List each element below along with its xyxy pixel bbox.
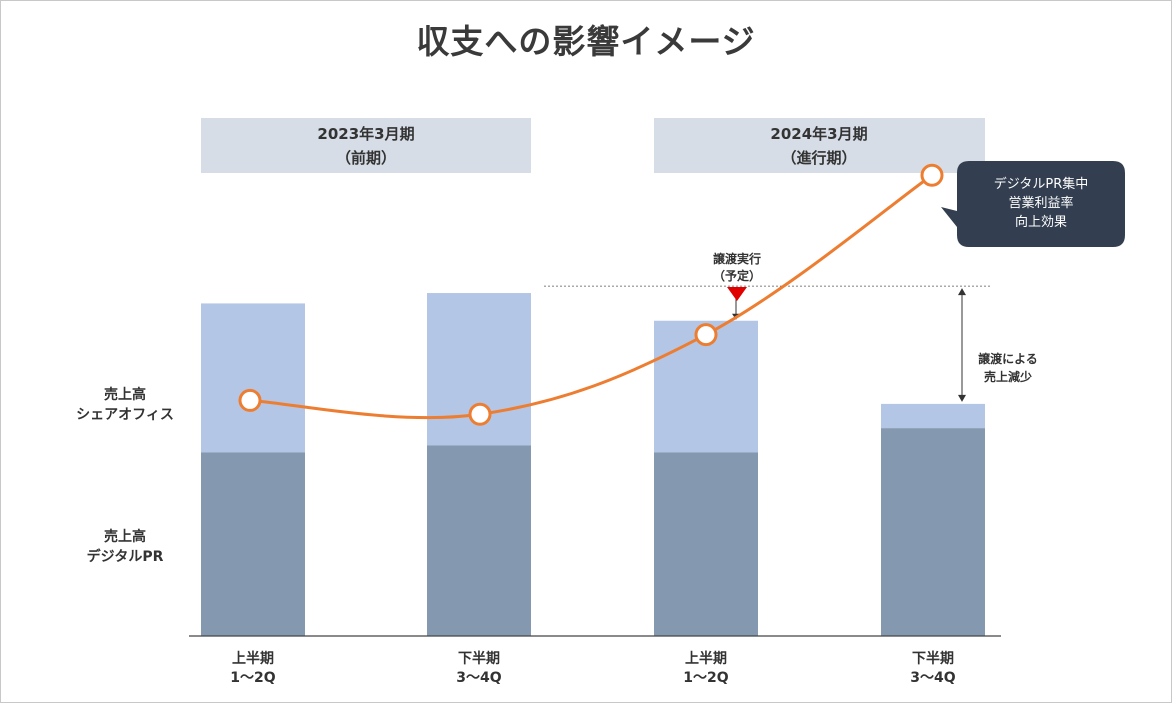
x-tick-label-2-1: 下半期	[458, 650, 500, 667]
label-share-office-1: 売上高	[104, 386, 146, 403]
decrease-label-1: 譲渡による	[978, 351, 1038, 366]
decrease-label-2: 売上減少	[984, 369, 1032, 384]
trend-point-2	[468, 402, 492, 426]
transfer-label-2: （予定）	[713, 268, 761, 283]
trend-point-3	[694, 323, 718, 347]
callout-line-1: デジタルPR集中	[994, 176, 1089, 192]
x-tick-label-1-1: 上半期	[232, 650, 274, 667]
bar-digital-pr-2	[427, 445, 531, 636]
trend-line	[249, 174, 933, 420]
bar-digital-pr-4	[881, 428, 985, 636]
bar-share-office-1	[201, 303, 305, 453]
callout-line-3: 向上効果	[1015, 214, 1067, 230]
callout-line-2: 営業利益率	[1008, 195, 1073, 211]
x-tick-label-2-2: 3〜4Q	[456, 670, 501, 686]
x-tick-label-4-2: 3〜4Q	[910, 670, 955, 686]
bar-digital-pr-3	[654, 452, 758, 636]
trend-markers	[238, 163, 944, 426]
transfer-marker-icon	[727, 287, 747, 301]
trend-point-4	[920, 163, 944, 187]
label-digital-pr-2: デジタルPR	[87, 548, 164, 565]
period-prev-year: 2023年3月期	[317, 125, 414, 143]
period-prev-note: （前期）	[336, 149, 396, 167]
transfer-label-1: 譲渡実行	[713, 251, 761, 266]
callout-bubble	[941, 161, 1125, 247]
label-digital-pr-1: 売上高	[104, 528, 146, 545]
bar-share-office-4	[881, 403, 985, 429]
label-share-office-2: シェアオフィス	[76, 407, 174, 423]
decrease-arrow	[958, 288, 966, 402]
bars-group	[201, 293, 985, 636]
period-current-year: 2024年3月期	[770, 125, 867, 143]
x-tick-label-1-2: 1〜2Q	[230, 670, 275, 686]
trend-point-1	[238, 388, 262, 412]
x-tick-label-3-2: 1〜2Q	[683, 670, 728, 686]
chart-title: 収支への影響イメージ	[416, 22, 755, 61]
period-current-note: （進行期）	[781, 149, 856, 167]
x-axis-labels: 上半期 1〜2Q 下半期 3〜4Q 上半期 1〜2Q 下半期 3〜4Q	[230, 650, 955, 686]
x-tick-label-3-1: 上半期	[685, 650, 727, 667]
period-box-current	[654, 118, 985, 173]
bar-digital-pr-1	[201, 452, 305, 636]
period-box-prev	[201, 118, 531, 173]
x-tick-label-4-1: 下半期	[912, 650, 954, 667]
